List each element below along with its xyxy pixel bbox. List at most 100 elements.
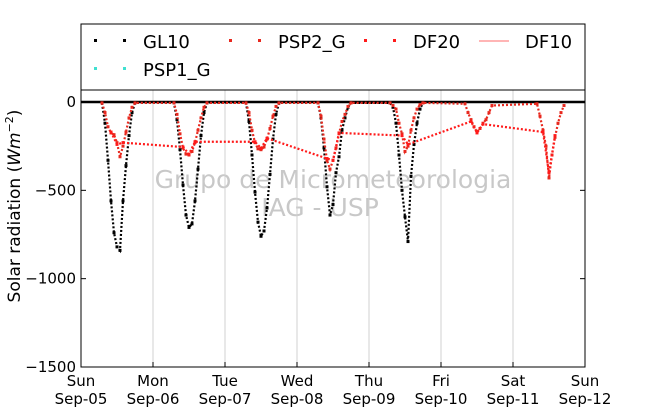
data-point <box>469 119 473 123</box>
data-point <box>199 116 203 120</box>
data-point <box>100 101 104 105</box>
data-point <box>259 234 263 238</box>
x-tick-label-day: Fri <box>432 372 450 390</box>
plot-frame <box>80 89 586 368</box>
x-tick-label-day: Mon <box>137 372 169 390</box>
data-point <box>337 155 341 159</box>
data-point <box>256 220 260 224</box>
data-point <box>421 101 425 105</box>
data-point <box>196 128 200 132</box>
x-tick-label-day: Wed <box>281 372 314 390</box>
data-point <box>109 199 113 203</box>
series-gl10 <box>100 101 425 254</box>
x-tick-label-day: Sat <box>501 372 526 390</box>
data-point <box>418 103 422 107</box>
data-point <box>133 101 137 105</box>
data-point <box>175 118 179 122</box>
data-point <box>181 183 185 187</box>
y-tick-label: −500 <box>35 181 76 199</box>
data-point <box>193 199 197 203</box>
data-point <box>187 152 191 156</box>
data-point <box>541 128 545 132</box>
data-point <box>172 101 176 105</box>
data-point <box>130 111 134 115</box>
data-point <box>400 188 404 192</box>
x-tick-label-date: Sep-09 <box>343 390 396 408</box>
data-point <box>400 134 404 138</box>
series-df20 <box>109 119 557 175</box>
data-point <box>268 172 272 176</box>
data-point <box>103 111 107 115</box>
data-point <box>559 111 563 115</box>
data-point <box>178 132 182 136</box>
data-point <box>535 102 539 106</box>
data-point <box>274 112 278 116</box>
x-tick-label-day: Sun <box>571 372 600 390</box>
data-point <box>121 141 125 145</box>
data-point <box>337 131 341 135</box>
x-tick-label-date: Sep-05 <box>55 390 108 408</box>
data-point <box>121 144 125 148</box>
data-point <box>412 116 416 120</box>
data-point <box>118 155 122 159</box>
data-point <box>388 101 392 105</box>
data-point <box>475 131 479 135</box>
legend-marker-psp2-g <box>229 39 261 42</box>
x-tick-label-date: Sep-06 <box>127 390 180 408</box>
data-point <box>115 142 119 146</box>
x-tick-label-date: Sep-07 <box>199 390 252 408</box>
data-point <box>124 164 128 168</box>
x-tick-label-day: Thu <box>354 372 383 390</box>
data-point <box>391 105 395 109</box>
data-point <box>130 105 134 109</box>
data-point <box>265 136 269 140</box>
data-point <box>190 149 194 153</box>
data-point <box>127 116 131 120</box>
legend-box <box>80 23 586 91</box>
series-trace-gl10 <box>100 101 424 254</box>
data-point <box>253 140 257 144</box>
data-point <box>466 111 470 115</box>
data-point <box>538 114 542 118</box>
data-point <box>406 240 410 244</box>
data-point <box>397 153 401 157</box>
legend-label-gl10: GL10 <box>143 32 190 53</box>
legend-marker-psp1-g <box>94 67 126 70</box>
data-point <box>415 121 419 125</box>
data-point <box>463 102 467 106</box>
data-point <box>346 104 350 108</box>
data-point <box>394 107 398 111</box>
data-point <box>112 133 116 137</box>
data-point <box>259 146 263 150</box>
data-point <box>271 114 275 118</box>
x-tick-label-date: Sep-10 <box>415 390 468 408</box>
data-point <box>541 130 545 134</box>
data-point <box>184 213 188 217</box>
data-point <box>553 135 557 139</box>
data-point <box>187 225 191 229</box>
data-point <box>253 190 257 194</box>
data-point <box>262 229 266 233</box>
data-point <box>562 104 566 108</box>
data-point <box>268 127 272 130</box>
data-point <box>484 118 488 122</box>
data-point <box>265 206 269 210</box>
data-point <box>247 111 251 115</box>
y-axis-label: Solar radiation (Wm−2) <box>3 110 25 303</box>
legend: GL10 PSP2_G DF20 DF10 PSP1_G <box>80 23 586 91</box>
data-point <box>262 145 266 149</box>
y-tick-label: −1500 <box>25 358 76 376</box>
data-point <box>409 174 413 178</box>
data-point <box>406 142 410 146</box>
data-point <box>343 116 347 120</box>
data-point <box>322 137 326 141</box>
y-tick-label: −1000 <box>25 270 76 288</box>
data-point <box>490 104 494 108</box>
data-point <box>328 167 332 171</box>
data-point <box>334 146 338 150</box>
data-point <box>400 132 404 136</box>
series-layer <box>81 100 585 254</box>
data-point <box>547 171 551 175</box>
data-point <box>250 153 254 157</box>
data-point <box>181 145 185 149</box>
